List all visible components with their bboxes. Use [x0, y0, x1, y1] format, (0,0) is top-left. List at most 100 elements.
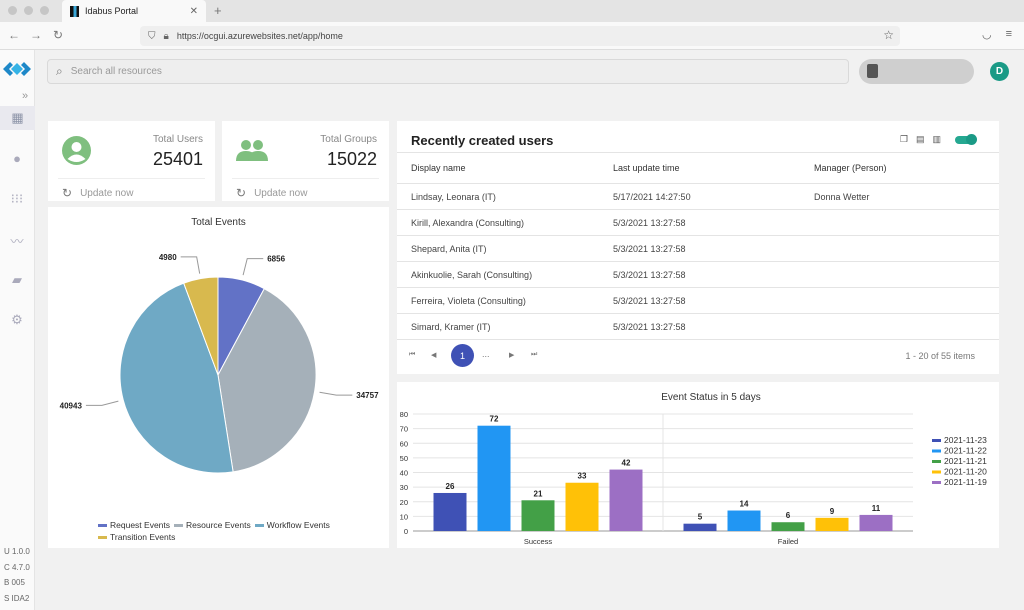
column-header-last-update[interactable]: Last update time: [613, 163, 680, 173]
legend-label[interactable]: 2021-11-19: [944, 477, 987, 487]
bar-data-label: 42: [622, 459, 631, 468]
y-tick-label: 70: [400, 425, 408, 434]
table-row[interactable]: Lindsay, Leonara (IT) 5/17/2021 14:27:50 D…: [397, 184, 999, 210]
legend-label[interactable]: 2021-11-22: [944, 446, 987, 456]
recent-users-card: Recently created users ❐ ▤ ▥ Display nam…: [397, 121, 999, 374]
copy-icon[interactable]: ❐: [899, 134, 908, 144]
legend-label[interactable]: 2021-11-21: [944, 456, 987, 466]
legend-item[interactable]: Resource Events: [174, 520, 251, 531]
sidebar-item-users[interactable]: ●: [9, 150, 25, 166]
pie-slice[interactable]: [183, 276, 219, 376]
address-bar[interactable]: ⛉ 🔒︎ https://ocgui.azurewebsites.net/app…: [140, 26, 900, 46]
bar[interactable]: [683, 523, 717, 531]
bookmark-star-icon[interactable]: ☆: [883, 28, 894, 42]
bar-data-label: 9: [830, 507, 835, 516]
legend-swatch: [932, 460, 941, 463]
column-header-display-name[interactable]: Display name: [411, 163, 466, 173]
maximize-window-button[interactable]: [40, 6, 49, 15]
pie-data-label: 6856: [267, 255, 285, 264]
version-line: C 4.7.0: [4, 562, 30, 572]
browser-tab-bar: Idabus Portal ✕ +: [0, 0, 1024, 22]
pdf-export-icon[interactable]: ▤: [915, 134, 925, 144]
bar-chart: Event Status in 5 days 0 10 20 30 40 50 60 70 80 2…: [400, 392, 987, 546]
pie-data-label: 34757: [356, 391, 379, 400]
cell-last-update: 5/3/2021 13:27:58: [613, 243, 686, 254]
tab-title: Idabus Portal: [85, 6, 139, 16]
sidebar-item-feedback[interactable]: ▰: [9, 272, 25, 288]
avatar[interactable]: D: [990, 62, 1009, 81]
bar[interactable]: [433, 492, 467, 531]
version-info: U 1.0.0 C 4.7.0 B 005 S IDA2: [4, 544, 30, 606]
table-row[interactable]: Simard, Kramer (IT) 5/3/2021 13:27:58: [397, 314, 999, 340]
cell-last-update: 5/3/2021 13:27:58: [613, 269, 686, 280]
table-row[interactable]: Ferreira, Violeta (Consulting) 5/3/2021 1…: [397, 288, 999, 314]
update-groups-button[interactable]: ↻ Update now: [236, 186, 307, 200]
search-icon: ⌕: [56, 64, 63, 78]
legend-item[interactable]: Request Events: [98, 520, 170, 531]
idabus-logo-icon[interactable]: [3, 60, 31, 78]
auto-refresh-toggle[interactable]: [955, 133, 977, 145]
last-page-icon[interactable]: ⏭: [531, 351, 538, 358]
search-input[interactable]: ⌕ Search all resources: [47, 59, 849, 84]
bar[interactable]: [771, 522, 805, 531]
prev-page-icon[interactable]: ◀: [431, 352, 437, 359]
pie-chart: 6856 34757 40943 4980: [60, 253, 379, 474]
bar[interactable]: [565, 482, 599, 531]
legend-label: Workflow Events: [266, 520, 330, 530]
pie-slice[interactable]: [119, 282, 234, 474]
table-row[interactable]: Kirill, Alexandra (Consulting) 5/3/2021 1…: [397, 210, 999, 236]
bar-data-label: 5: [698, 513, 703, 522]
version-line: B 005: [4, 578, 25, 587]
legend-item[interactable]: Workflow Events: [254, 520, 330, 531]
sidebar-item-reports[interactable]: 〰: [9, 232, 25, 249]
more-pages-button[interactable]: ...: [482, 349, 490, 359]
legend-swatch: [98, 524, 107, 527]
pocket-icon[interactable]: ◡: [981, 29, 992, 41]
close-window-button[interactable]: [8, 6, 17, 15]
pie-slice[interactable]: [217, 287, 317, 473]
sidebar-item-dashboard[interactable]: ▦: [0, 106, 35, 130]
minimize-window-button[interactable]: [24, 6, 33, 15]
cell-display-name: Ferreira, Violeta (Consulting): [411, 295, 526, 306]
total-groups-value: 15022: [326, 149, 377, 169]
legend-item[interactable]: Transition Events: [98, 532, 175, 543]
bar[interactable]: [609, 469, 643, 531]
version-line: S IDA2: [4, 593, 30, 603]
bar-data-label: 26: [446, 482, 455, 491]
y-tick-label: 0: [404, 527, 408, 536]
sidebar-item-apps[interactable]: ⁝⁝⁝: [9, 191, 25, 207]
next-page-icon[interactable]: ▶: [509, 352, 515, 359]
person-icon: ●: [13, 150, 21, 166]
bar[interactable]: [815, 517, 849, 531]
sidebar-item-settings[interactable]: ⚙: [9, 312, 25, 328]
table-row[interactable]: Akinkuolie, Sarah (Consulting) 5/3/2021 1…: [397, 262, 999, 288]
legend-label[interactable]: 2021-11-23: [944, 435, 987, 445]
pagination-info: 1 - 20 of 55 items: [905, 351, 975, 361]
legend-swatch: [932, 449, 941, 453]
forward-icon[interactable]: →: [30, 28, 42, 42]
bar[interactable]: [859, 514, 893, 531]
update-users-button[interactable]: ↻ Update now: [62, 186, 133, 200]
first-page-icon[interactable]: ⏮: [409, 351, 416, 358]
bar[interactable]: [727, 510, 761, 531]
bar[interactable]: [521, 500, 555, 531]
legend-label[interactable]: 2021-11-20: [944, 467, 987, 477]
y-tick-label: 20: [400, 498, 408, 507]
expand-sidebar-icon[interactable]: »: [22, 90, 29, 102]
new-tab-button[interactable]: +: [214, 3, 222, 18]
bar[interactable]: [477, 425, 511, 531]
y-tick-label: 80: [400, 410, 408, 419]
column-header-manager[interactable]: Manager (Person): [814, 163, 887, 173]
close-tab-icon[interactable]: ✕: [189, 5, 198, 17]
excel-export-icon[interactable]: ▥: [932, 134, 941, 144]
menu-icon[interactable]: ≡: [1005, 28, 1012, 40]
cell-last-update: 5/3/2021 13:27:58: [613, 217, 686, 228]
browser-tab[interactable]: Idabus Portal ✕: [62, 0, 206, 22]
back-icon[interactable]: ←: [8, 28, 20, 42]
legend-label: Transition Events: [110, 532, 176, 542]
table-row[interactable]: Shepard, Anita (IT) 5/3/2021 13:27:58: [397, 236, 999, 262]
page-1-button[interactable]: 1: [451, 344, 474, 367]
bar-data-label: 14: [740, 500, 749, 509]
reload-icon[interactable]: ↻: [53, 28, 64, 42]
clipboard-button[interactable]: [859, 59, 974, 84]
